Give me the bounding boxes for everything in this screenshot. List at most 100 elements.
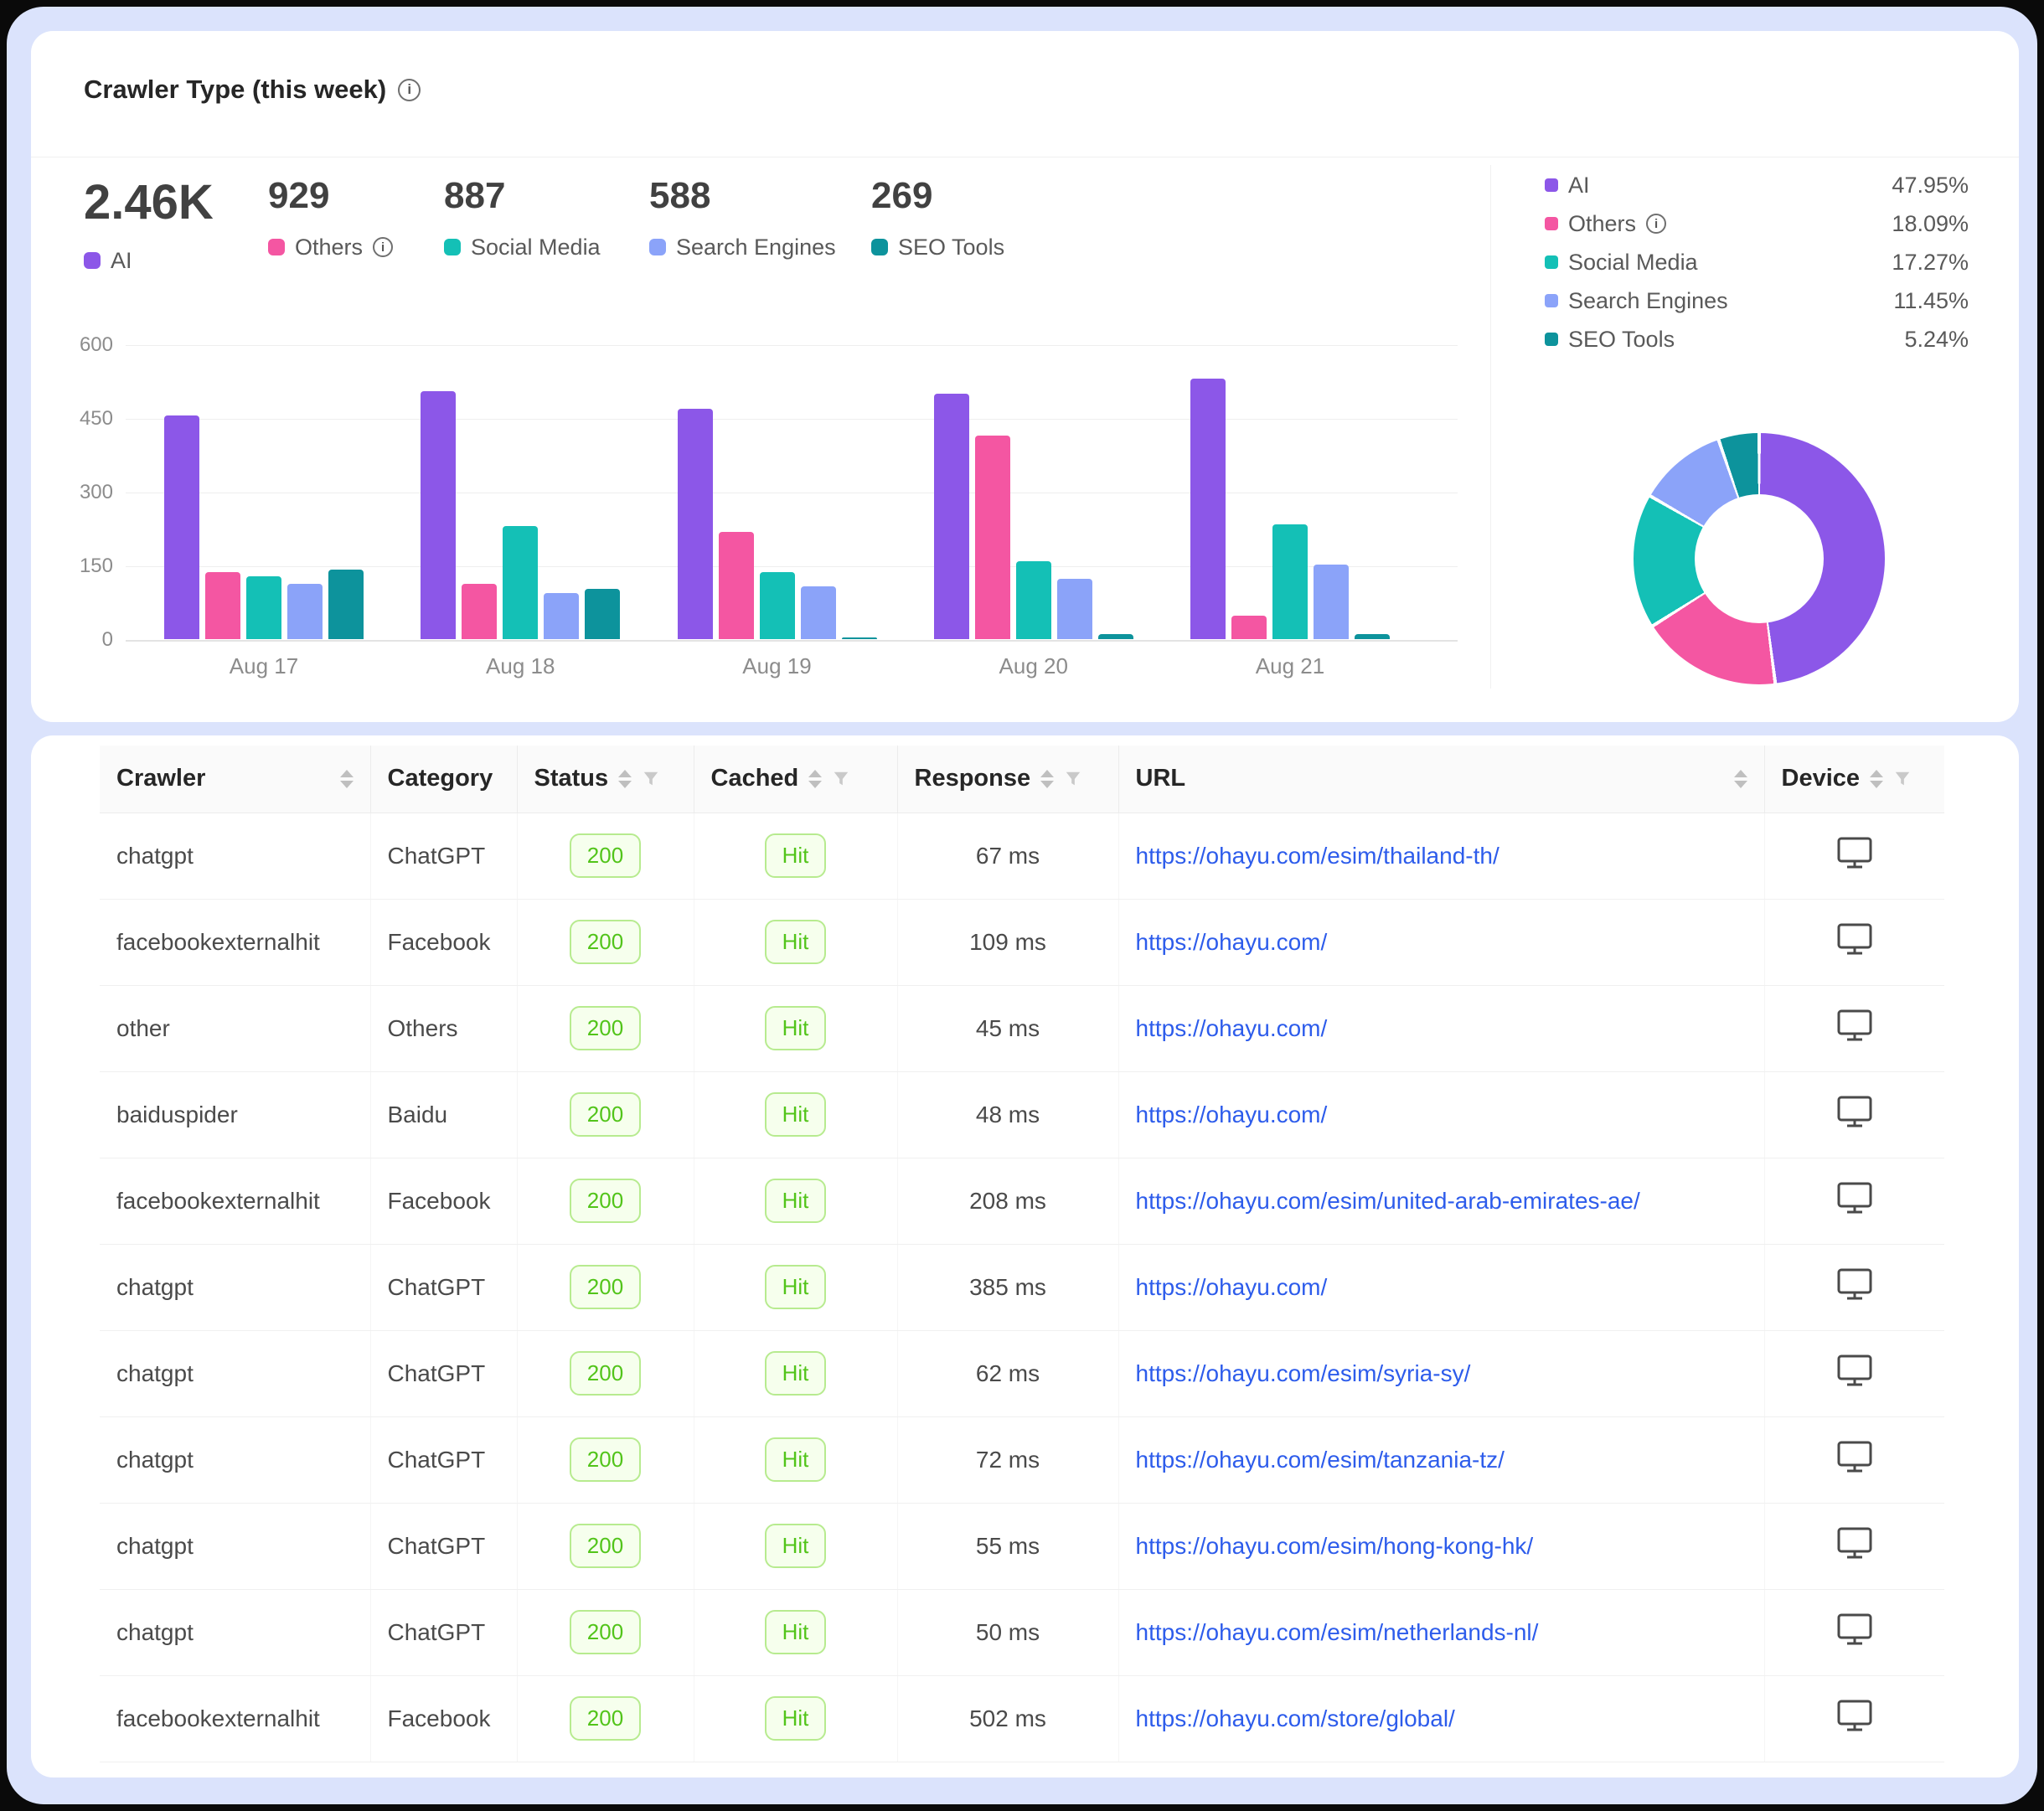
cell-status: 200 [517, 899, 694, 986]
legend-label: AI [1568, 172, 1590, 198]
url-link[interactable]: https://ohayu.com/ [1135, 1101, 1328, 1127]
cell-response: 385 ms [897, 1244, 1119, 1331]
url-link[interactable]: https://ohayu.com/esim/tanzania-tz/ [1135, 1446, 1505, 1473]
filter-icon[interactable] [832, 770, 850, 788]
desktop-device-icon [1837, 1441, 1872, 1473]
cached-badge: Hit [764, 1610, 827, 1654]
table-row: chatgpt ChatGPT 200 Hit 385 ms https://ohayu.… [100, 1244, 1944, 1331]
sort-icon[interactable] [1040, 769, 1055, 788]
desktop-device-icon [1837, 1527, 1872, 1559]
cell-response: 109 ms [897, 899, 1119, 986]
cell-cached: Hit [694, 1503, 898, 1590]
stat-social-media[interactable]: 887 Social Media [444, 175, 649, 274]
cell-device [1764, 1071, 1944, 1158]
column-header-crawler[interactable]: Crawler [100, 746, 371, 813]
bar-group-aug-17 [164, 344, 364, 639]
bar-social-media [246, 575, 281, 639]
column-label: URL [1135, 765, 1186, 792]
bar-social-media [1272, 524, 1308, 639]
bar-social-media [1015, 561, 1051, 639]
cell-category: ChatGPT [370, 1589, 518, 1676]
bar-search-engines [1056, 578, 1092, 639]
url-link[interactable]: https://ohayu.com/esim/netherlands-nl/ [1135, 1618, 1539, 1645]
info-icon[interactable]: i [1646, 214, 1667, 234]
column-header-category[interactable]: Category [370, 746, 518, 813]
stat-label-text: Others [295, 234, 364, 260]
stat-ai[interactable]: 2.46K AI [84, 175, 268, 274]
cell-status: 200 [517, 985, 694, 1072]
column-header-url[interactable]: URL [1118, 746, 1765, 813]
stat-value: 2.46K [84, 175, 214, 230]
filter-icon[interactable] [1893, 770, 1912, 788]
sort-icon[interactable] [1733, 769, 1747, 788]
desktop-device-icon [1837, 837, 1872, 869]
cell-category: Facebook [370, 1158, 518, 1245]
bar-group-aug-21 [1190, 344, 1390, 639]
cell-response: 72 ms [897, 1416, 1119, 1504]
cell-cached: Hit [694, 899, 898, 986]
sort-icon[interactable] [1870, 769, 1884, 788]
stat-label-text: AI [111, 247, 132, 273]
info-icon[interactable]: i [398, 78, 421, 101]
cell-response: 62 ms [897, 1330, 1119, 1417]
url-link[interactable]: https://ohayu.com/ [1135, 928, 1328, 955]
cell-status: 200 [517, 1071, 694, 1158]
url-link[interactable]: https://ohayu.com/esim/thailand-th/ [1135, 842, 1499, 869]
cell-category: Baidu [370, 1071, 518, 1158]
bar-search-engines [1314, 564, 1349, 639]
seo-tools-swatch-icon [871, 239, 888, 256]
cell-category: Others [370, 985, 518, 1072]
url-link[interactable]: https://ohayu.com/store/global/ [1135, 1705, 1455, 1731]
y-axis-tick-label: 300 [79, 481, 113, 503]
gridline [126, 419, 1458, 420]
url-link[interactable]: https://ohayu.com/esim/united-arab-emira… [1135, 1187, 1640, 1214]
url-link[interactable]: https://ohayu.com/ [1135, 1273, 1328, 1300]
column-header-status[interactable]: Status [517, 746, 694, 813]
bar-others [1231, 616, 1267, 639]
table-row: facebookexternalhit Facebook 200 Hit 109 ms h… [100, 899, 1944, 986]
sort-icon[interactable] [618, 769, 632, 788]
bar-seo-tools [1355, 634, 1390, 639]
table-row: chatgpt ChatGPT 200 Hit 67 ms https://ohayu.c… [100, 813, 1944, 900]
cached-badge: Hit [764, 1437, 827, 1482]
stat-others[interactable]: 929 Others i [268, 175, 444, 274]
y-axis-tick-label: 600 [79, 333, 113, 356]
url-link[interactable]: https://ohayu.com/esim/syria-sy/ [1135, 1360, 1471, 1386]
url-link[interactable]: https://ohayu.com/ [1135, 1014, 1328, 1041]
legend-item-search-engines[interactable]: Search Engines 11.45% [1545, 287, 1969, 314]
x-axis-tick-label: Aug 19 [742, 653, 812, 678]
cell-url: https://ohayu.com/esim/syria-sy/ [1118, 1330, 1765, 1417]
legend-item-seo-tools[interactable]: SEO Tools 5.24% [1545, 326, 1969, 353]
cell-response: 502 ms [897, 1675, 1119, 1762]
table-row: chatgpt ChatGPT 200 Hit 62 ms https://ohayu.c… [100, 1330, 1944, 1417]
sort-icon[interactable] [808, 769, 823, 788]
column-header-cached[interactable]: Cached [694, 746, 898, 813]
status-badge: 200 [569, 1437, 642, 1482]
desktop-device-icon [1837, 1009, 1872, 1041]
desktop-device-icon [1837, 1182, 1872, 1214]
cell-category: Facebook [370, 1675, 518, 1762]
bar-others [718, 532, 754, 639]
table-row: chatgpt ChatGPT 200 Hit 72 ms https://ohayu.c… [100, 1416, 1944, 1504]
donut-hole [1695, 494, 1824, 623]
legend-item-others[interactable]: Others i 18.09% [1545, 210, 1969, 237]
legend-item-ai[interactable]: AI 47.95% [1545, 172, 1969, 199]
filter-icon[interactable] [642, 770, 660, 788]
column-label: Device [1781, 765, 1861, 792]
status-badge: 200 [569, 1610, 642, 1654]
stat-search-engines[interactable]: 588 Search Engines [649, 175, 871, 274]
filter-icon[interactable] [1064, 770, 1082, 788]
cell-status: 200 [517, 813, 694, 900]
status-badge: 200 [569, 1696, 642, 1741]
gridline [126, 566, 1458, 567]
sort-icon[interactable] [339, 769, 354, 788]
column-header-response[interactable]: Response [897, 746, 1119, 813]
status-badge: 200 [569, 1265, 642, 1309]
info-icon[interactable]: i [373, 237, 394, 258]
cell-cached: Hit [694, 1330, 898, 1417]
legend-item-social-media[interactable]: Social Media 17.27% [1545, 249, 1969, 276]
stat-seo-tools[interactable]: 269 SEO Tools [871, 175, 1004, 274]
url-link[interactable]: https://ohayu.com/esim/hong-kong-hk/ [1135, 1532, 1534, 1559]
column-header-device[interactable]: Device [1764, 746, 1944, 813]
cell-url: https://ohayu.com/esim/united-arab-emira… [1118, 1158, 1765, 1245]
